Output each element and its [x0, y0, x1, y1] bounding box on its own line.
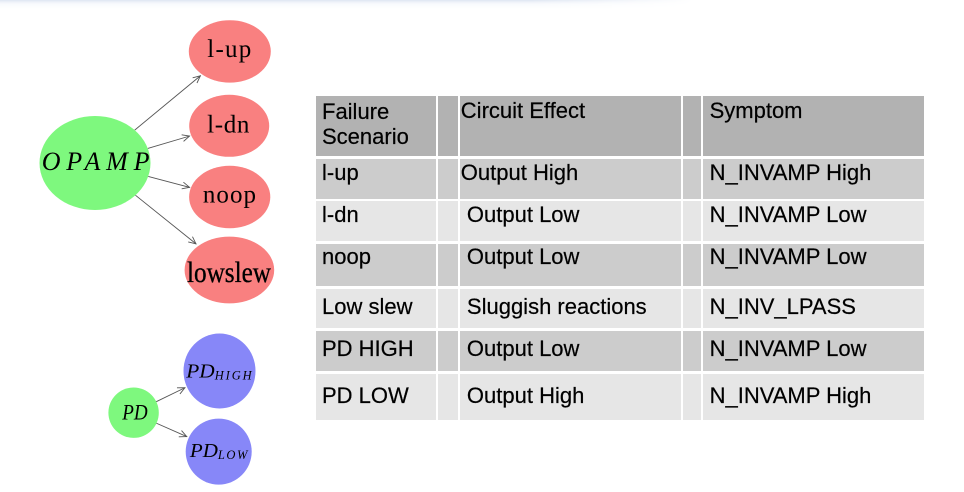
svg-text:lowslew: lowslew [187, 256, 271, 289]
svg-text:l-up: l-up [207, 36, 251, 63]
svg-text:PD: PD [189, 440, 219, 462]
svg-text:l-dn: l-dn [207, 112, 250, 139]
svg-text:LOW: LOW [217, 448, 249, 462]
svg-text:PD: PD [185, 361, 215, 383]
svg-text:OPAMP: OPAMP [42, 147, 150, 176]
svg-text:PD: PD [121, 400, 147, 425]
svg-text:HIGH: HIGH [214, 369, 253, 383]
svg-text:noop: noop [203, 182, 256, 209]
